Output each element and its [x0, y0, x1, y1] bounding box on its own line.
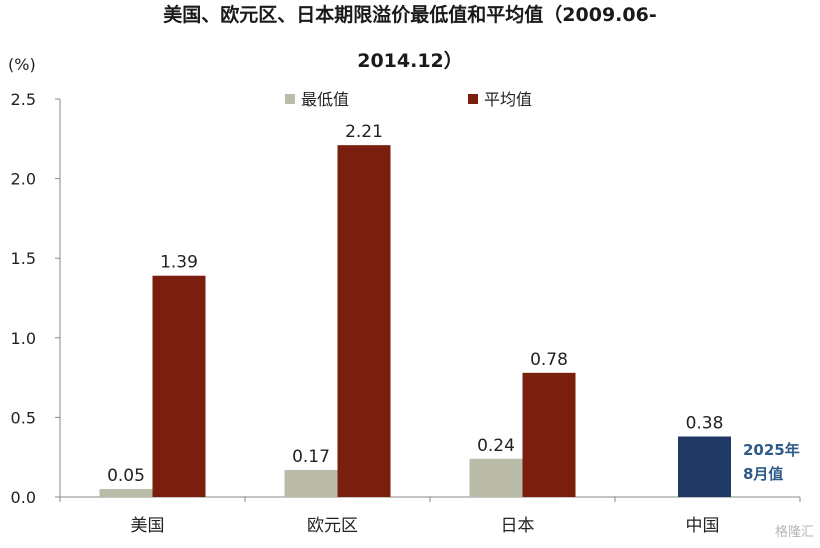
y-axis-unit-label: (%) — [8, 55, 36, 74]
legend-label: 平均值 — [484, 90, 532, 109]
bar-annotation: 8月值 — [743, 465, 783, 483]
data-label: 0.24 — [477, 436, 515, 456]
data-label: 0.17 — [292, 447, 330, 467]
bar-min — [99, 489, 153, 497]
bar-avg — [522, 372, 576, 497]
bar-avg — [337, 145, 391, 497]
bar-avg — [152, 275, 206, 497]
watermark-text: 格隆汇 — [774, 525, 814, 540]
chart-title-line1: 美国、欧元区、日本期限溢价最低值和平均值（2009.06- — [163, 4, 657, 26]
data-label: 0.05 — [107, 466, 145, 486]
bar-annotation: 2025年 — [743, 441, 800, 459]
y-tick-label: 2.5 — [11, 90, 36, 109]
y-tick-label: 0.0 — [11, 488, 36, 507]
legend-label: 最低值 — [301, 90, 349, 109]
data-label: 0.78 — [530, 350, 568, 370]
y-tick-label: 0.5 — [11, 408, 36, 427]
y-tick-label: 1.0 — [11, 329, 36, 348]
bar-min — [284, 469, 338, 497]
x-tick-label: 中国 — [686, 516, 720, 536]
data-label: 1.39 — [160, 253, 198, 273]
y-tick-label: 1.5 — [11, 249, 36, 268]
legend-swatch — [285, 94, 295, 104]
legend-swatch — [468, 94, 478, 104]
data-label: 0.38 — [686, 414, 724, 434]
y-tick-label: 2.0 — [11, 170, 36, 189]
x-tick-label: 日本 — [501, 516, 535, 536]
x-tick-label: 欧元区 — [307, 516, 358, 536]
chart-title-line2: 2014.12） — [357, 50, 463, 72]
x-tick-label: 美国 — [131, 516, 165, 536]
bar-china — [678, 436, 731, 497]
bar-min — [469, 458, 523, 497]
data-label: 2.21 — [345, 122, 383, 142]
